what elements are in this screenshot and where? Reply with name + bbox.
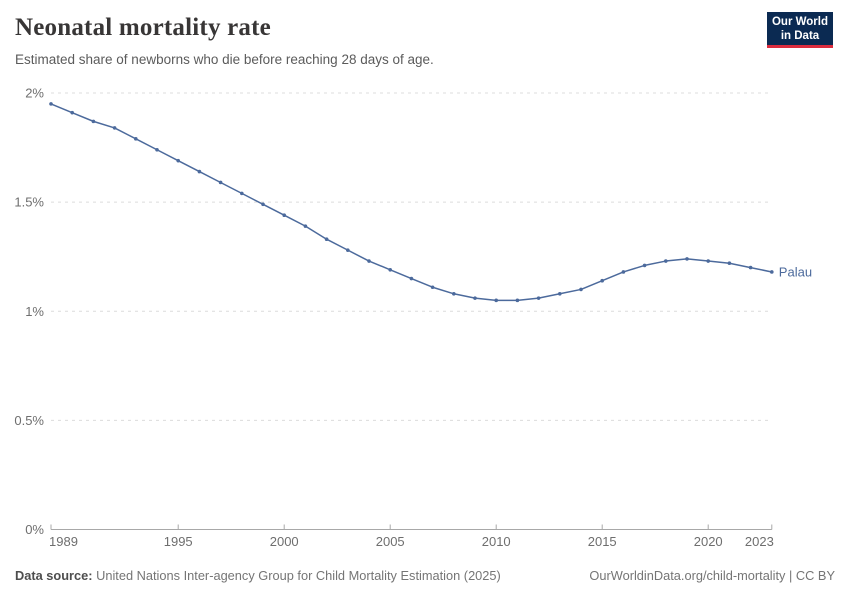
- data-source-text: United Nations Inter-agency Group for Ch…: [96, 568, 501, 583]
- x-tick-label: 2005: [376, 534, 405, 549]
- x-tick-label: 2000: [270, 534, 299, 549]
- data-point[interactable]: [197, 169, 202, 174]
- data-point[interactable]: [49, 102, 53, 106]
- data-point[interactable]: [515, 298, 520, 303]
- data-source: Data source: United Nations Inter-agency…: [15, 568, 501, 583]
- data-point[interactable]: [685, 257, 689, 261]
- data-point[interactable]: [176, 158, 180, 163]
- data-point[interactable]: [367, 259, 371, 263]
- chart-footer: Data source: United Nations Inter-agency…: [15, 568, 835, 583]
- data-point[interactable]: [706, 259, 710, 263]
- owid-logo-line1: Our World: [771, 15, 828, 28]
- y-tick-label: 0%: [25, 522, 44, 537]
- data-point[interactable]: [579, 287, 583, 292]
- series-label[interactable]: Palau: [779, 264, 812, 279]
- owid-logo[interactable]: Our World in Data: [767, 12, 833, 48]
- data-point[interactable]: [409, 276, 414, 281]
- chart-subtitle: Estimated share of newborns who die befo…: [15, 52, 434, 67]
- data-point[interactable]: [346, 248, 350, 252]
- data-point[interactable]: [112, 126, 117, 130]
- data-point[interactable]: [452, 291, 456, 296]
- data-point[interactable]: [240, 191, 244, 196]
- trend-line: [50, 103, 772, 302]
- attribution-link[interactable]: OurWorldinData.org/child-mortality | CC …: [589, 568, 835, 583]
- data-source-label: Data source:: [15, 568, 93, 583]
- x-tick-label: 1995: [164, 534, 193, 549]
- y-tick-label: 2%: [25, 86, 44, 101]
- data-point[interactable]: [261, 202, 265, 207]
- data-point[interactable]: [642, 263, 647, 268]
- y-tick-label: 0.5%: [14, 413, 44, 428]
- owid-logo-line2: in Data: [780, 29, 820, 42]
- data-point[interactable]: [70, 110, 74, 115]
- data-point[interactable]: [558, 291, 562, 296]
- data-point[interactable]: [727, 261, 732, 266]
- data-point[interactable]: [536, 296, 541, 300]
- data-point[interactable]: [282, 213, 287, 218]
- data-point[interactable]: [770, 270, 774, 274]
- data-point[interactable]: [621, 270, 626, 274]
- data-point[interactable]: [494, 298, 499, 303]
- data-point[interactable]: [600, 278, 604, 283]
- data-point[interactable]: [664, 259, 668, 263]
- y-tick-label: 1.5%: [14, 195, 44, 210]
- x-tick-label: 2015: [588, 534, 617, 549]
- data-point[interactable]: [134, 137, 138, 141]
- data-point[interactable]: [155, 147, 159, 152]
- data-point[interactable]: [91, 119, 96, 124]
- y-tick-label: 1%: [25, 304, 44, 319]
- data-point[interactable]: [430, 285, 435, 290]
- x-tick-label: 2020: [694, 534, 723, 549]
- x-tick-label: 2023: [745, 534, 774, 549]
- data-point[interactable]: [303, 224, 308, 228]
- data-point[interactable]: [473, 296, 477, 300]
- data-point[interactable]: [324, 237, 329, 242]
- data-point[interactable]: [218, 180, 223, 185]
- data-point[interactable]: [388, 267, 393, 272]
- x-tick-label: 1989: [49, 534, 78, 549]
- data-point[interactable]: [748, 265, 753, 270]
- page-title: Neonatal mortality rate: [15, 14, 271, 41]
- x-tick-label: 2010: [482, 534, 511, 549]
